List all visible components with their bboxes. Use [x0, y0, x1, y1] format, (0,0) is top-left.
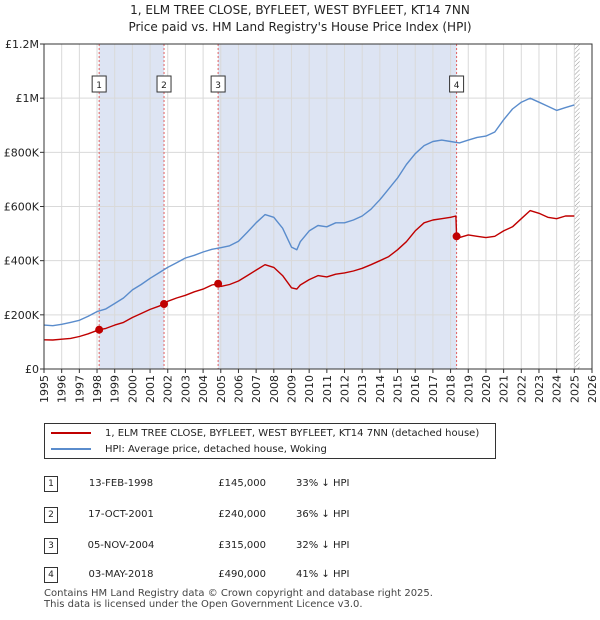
table-row-date: 03-MAY-2018 — [88, 569, 154, 580]
table-row-hpi: 41% ↓ HPI — [296, 569, 350, 580]
x-tick-label: 2024 — [551, 375, 564, 403]
transaction-point-1 — [95, 325, 104, 334]
legend-label-hpi: HPI: Average price, detached house, Woki… — [105, 444, 327, 455]
x-tick-label: 1999 — [109, 375, 122, 403]
table-row-date: 17-OCT-2001 — [88, 509, 154, 520]
x-tick-label: 2000 — [126, 375, 139, 403]
hpi-line — [43, 97, 575, 327]
table-row-number: 4 — [44, 567, 58, 583]
table-row-hpi: 33% ↓ HPI — [296, 478, 350, 489]
x-tick-label: 2008 — [268, 375, 281, 403]
x-tick-label: 2010 — [303, 375, 316, 403]
x-tick-label: 2014 — [374, 375, 387, 403]
x-tick-label: 2018 — [445, 375, 458, 403]
chart-subtitle: Price paid vs. HM Land Registry's House … — [128, 20, 472, 34]
property-price-line — [43, 209, 575, 341]
table-row: 4 03-MAY-2018 £490,000 41% ↓ HPI — [0, 567, 600, 585]
x-tick-label: 2022 — [515, 375, 528, 403]
transaction-marker-label-1: 1 — [96, 81, 102, 91]
y-tick-label: £600K — [4, 201, 40, 214]
x-tick-label: 1998 — [91, 375, 104, 403]
footer-copyright: Contains HM Land Registry data © Crown c… — [44, 588, 433, 599]
table-row-hpi: 32% ↓ HPI — [296, 540, 350, 551]
table-row-price: £145,000 — [218, 478, 266, 489]
y-tick-label: £800K — [4, 146, 40, 159]
transaction-marker-box-4 — [449, 75, 465, 93]
x-tick-label: 2017 — [427, 375, 440, 403]
x-tick-label: 2016 — [409, 375, 422, 403]
x-tick-label: 2004 — [197, 375, 210, 403]
x-tick-label: 2011 — [321, 375, 334, 403]
table-row-price: £315,000 — [218, 540, 266, 551]
x-tick-label: 2021 — [498, 375, 511, 403]
table-row-number: 1 — [44, 476, 58, 492]
transaction-marker-box-3 — [210, 75, 226, 93]
y-tick-label: £0 — [25, 363, 39, 376]
transaction-marker-label-2: 2 — [161, 81, 167, 91]
table-row: 2 17-OCT-2001 £240,000 36% ↓ HPI — [0, 507, 600, 525]
transaction-marker-label-4: 4 — [454, 81, 460, 91]
chart-title: 1, ELM TREE CLOSE, BYFLEET, WEST BYFLEET… — [130, 3, 470, 17]
x-tick-label: 2006 — [232, 375, 245, 403]
x-tick-label: 2007 — [250, 375, 263, 403]
transaction-marker-label-3: 3 — [215, 81, 221, 91]
transaction-point-4 — [452, 232, 461, 241]
y-tick-label: £200K — [4, 309, 40, 322]
legend-item-hpi: HPI: Average price, detached house, Woki… — [51, 443, 327, 457]
price-chart: 1995 1996 1997 1998 1999 2000 2001 2002 2003 2004… — [4, 38, 599, 403]
footer: Contains HM Land Registry data © Crown c… — [44, 588, 433, 610]
transaction-point-3 — [214, 279, 223, 288]
x-tick-label: 1995 — [38, 375, 51, 403]
table-row-price: £240,000 — [218, 509, 266, 520]
table-row-date: 05-NOV-2004 — [87, 540, 155, 551]
table-row: 3 05-NOV-2004 £315,000 32% ↓ HPI — [0, 538, 600, 556]
x-tick-label: 1996 — [56, 375, 69, 403]
legend-item-property: 1, ELM TREE CLOSE, BYFLEET, WEST BYFLEET… — [51, 427, 479, 441]
plot-frame — [43, 43, 593, 370]
x-tick-label: 2005 — [215, 375, 228, 403]
legend: 1, ELM TREE CLOSE, BYFLEET, WEST BYFLEET… — [44, 423, 496, 459]
x-tick-label: 2001 — [144, 375, 157, 403]
x-tick-label: 2019 — [462, 375, 475, 403]
x-tick-label: 2026 — [586, 375, 599, 403]
x-tick-label: 2020 — [480, 375, 493, 403]
x-tick-label: 2009 — [285, 375, 298, 403]
y-tick-label: £1.2M — [5, 38, 39, 51]
x-tick-label: 2023 — [533, 375, 546, 403]
table-row-number: 2 — [44, 507, 58, 523]
legend-swatch-hpi — [51, 448, 91, 450]
y-tick-label: £400K — [4, 255, 40, 268]
legend-label-property: 1, ELM TREE CLOSE, BYFLEET, WEST BYFLEET… — [105, 428, 480, 439]
x-tick-label: 1997 — [73, 375, 86, 403]
x-tick-label: 2012 — [339, 375, 352, 403]
table-row-price: £490,000 — [218, 569, 266, 580]
table-row: 1 13-FEB-1998 £145,000 33% ↓ HPI — [0, 476, 600, 494]
table-row-number: 3 — [44, 538, 58, 554]
transaction-point-2 — [160, 300, 169, 308]
footer-licence: This data is licensed under the Open Gov… — [44, 599, 363, 610]
x-tick-label: 2013 — [356, 375, 369, 403]
x-tick-label: 2002 — [162, 375, 175, 403]
transaction-marker-box-1 — [91, 75, 107, 93]
x-tick-label: 2025 — [568, 375, 581, 403]
x-tick-label: 2003 — [179, 375, 192, 403]
table-row-hpi: 36% ↓ HPI — [296, 509, 350, 520]
legend-swatch-property — [51, 432, 91, 434]
y-tick-label: £1M — [16, 92, 40, 105]
x-tick-label: 2015 — [392, 375, 405, 403]
transaction-marker-box-2 — [156, 75, 172, 93]
table-row-date: 13-FEB-1998 — [88, 478, 154, 489]
